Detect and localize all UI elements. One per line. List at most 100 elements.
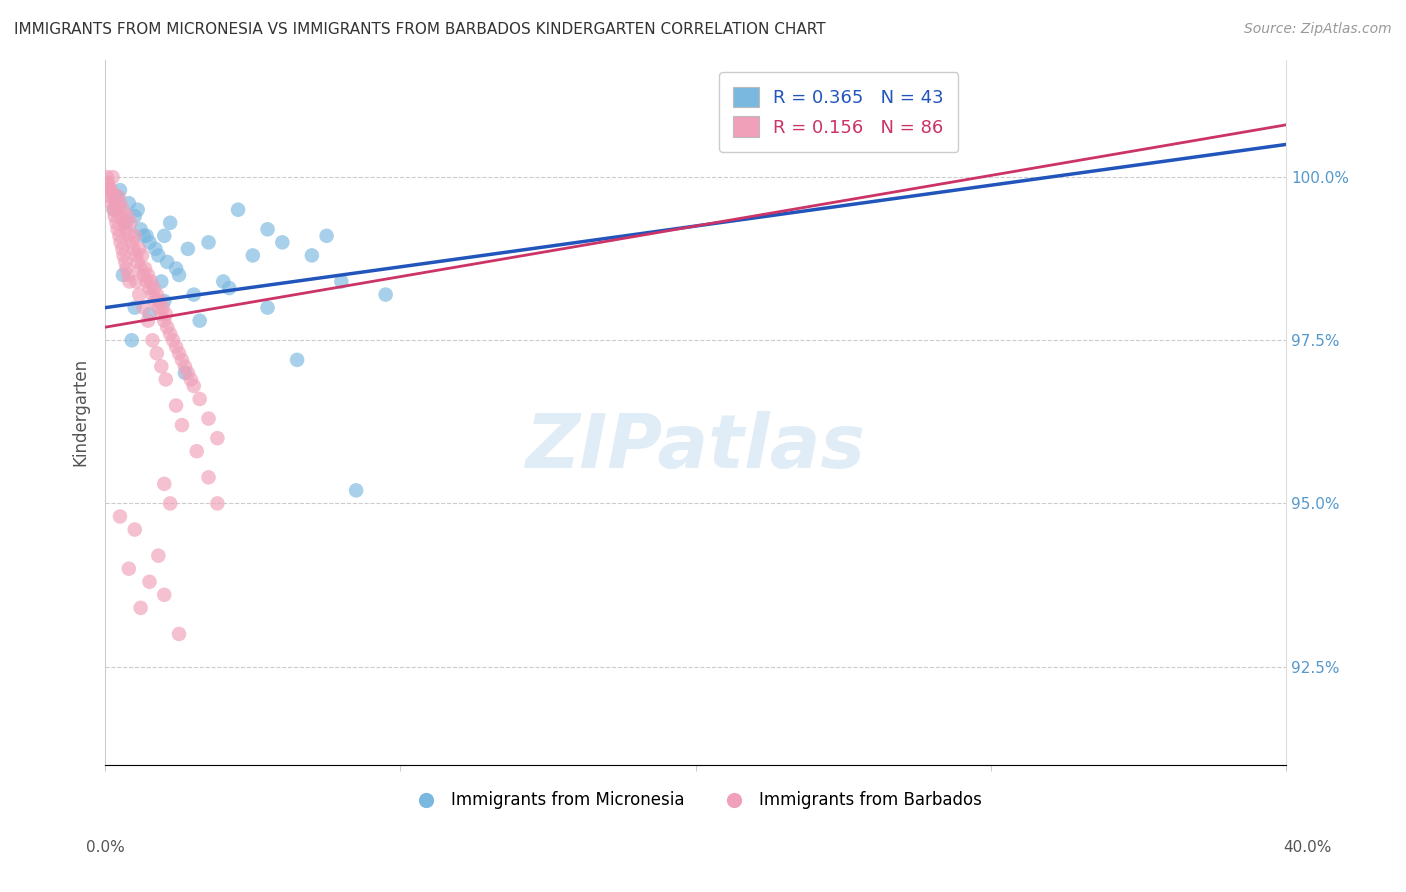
Point (256, 222, 278, 236)
Point (115, 222, 138, 236)
Point (315, 228, 337, 243)
Point (186, 444, 208, 458)
Point (167, 268, 190, 282)
Point (153, 476, 176, 491)
Text: ZIPatlas: ZIPatlas (526, 411, 866, 483)
Point (115, 216, 138, 230)
Point (136, 314, 159, 328)
Point (174, 359, 197, 374)
Point (165, 340, 187, 354)
Point (146, 287, 169, 301)
Text: 0.0%: 0.0% (86, 840, 125, 855)
Point (107, 189, 129, 203)
Point (118, 562, 141, 576)
Point (285, 352, 308, 367)
Point (148, 301, 170, 315)
Point (197, 470, 219, 484)
Point (114, 255, 136, 269)
Point (344, 483, 367, 498)
Point (121, 235, 143, 250)
Point (153, 294, 176, 309)
Point (138, 281, 160, 295)
Point (138, 307, 160, 321)
Point (117, 209, 139, 223)
Point (138, 235, 160, 250)
Point (122, 242, 145, 256)
Point (97, 177, 120, 191)
Point (132, 228, 155, 243)
Point (129, 222, 152, 236)
Point (108, 509, 131, 524)
Point (165, 261, 187, 276)
Point (256, 301, 278, 315)
Point (145, 242, 167, 256)
Point (107, 222, 129, 236)
Point (155, 307, 177, 321)
Point (159, 496, 181, 510)
Point (301, 248, 323, 262)
Point (115, 261, 138, 276)
Point (152, 301, 174, 315)
Point (162, 333, 184, 347)
Point (159, 326, 181, 341)
Point (108, 183, 131, 197)
Point (112, 248, 135, 262)
Point (374, 287, 396, 301)
Point (132, 301, 155, 315)
Point (183, 379, 205, 393)
Point (135, 228, 157, 243)
Point (124, 301, 146, 315)
Point (174, 366, 197, 380)
Point (165, 399, 187, 413)
Point (127, 255, 149, 269)
Point (125, 248, 148, 262)
Point (153, 228, 176, 243)
Y-axis label: Kindergarten: Kindergarten (72, 358, 89, 467)
Point (110, 209, 132, 223)
Point (97, 183, 120, 197)
Point (104, 209, 127, 223)
Point (124, 228, 146, 243)
Point (96, 170, 118, 185)
Point (128, 287, 150, 301)
Legend: Immigrants from Micronesia, Immigrants from Barbados: Immigrants from Micronesia, Immigrants f… (402, 785, 988, 816)
Point (150, 307, 173, 321)
Point (124, 209, 146, 223)
Point (149, 294, 172, 309)
Point (118, 196, 141, 211)
Point (188, 392, 211, 406)
Point (103, 202, 125, 217)
Point (101, 170, 124, 185)
Point (218, 281, 240, 295)
Point (148, 549, 170, 563)
Point (110, 235, 132, 250)
Text: 40.0%: 40.0% (1284, 840, 1331, 855)
Point (104, 196, 127, 211)
Point (921, 137, 943, 152)
Point (330, 275, 353, 289)
Point (271, 235, 294, 250)
Point (139, 275, 162, 289)
Point (141, 287, 163, 301)
Point (98, 183, 121, 197)
Point (118, 228, 141, 243)
Point (207, 431, 229, 445)
Point (138, 574, 160, 589)
Point (118, 275, 141, 289)
Point (226, 202, 249, 217)
Point (100, 183, 122, 197)
Point (167, 346, 190, 360)
Point (108, 196, 131, 211)
Point (183, 287, 205, 301)
Point (156, 255, 179, 269)
Point (105, 202, 128, 217)
Point (100, 189, 122, 203)
Point (170, 352, 193, 367)
Point (242, 248, 264, 262)
Point (131, 248, 153, 262)
Point (188, 314, 211, 328)
Point (128, 242, 150, 256)
Point (135, 275, 157, 289)
Point (145, 294, 167, 309)
Point (124, 523, 146, 537)
